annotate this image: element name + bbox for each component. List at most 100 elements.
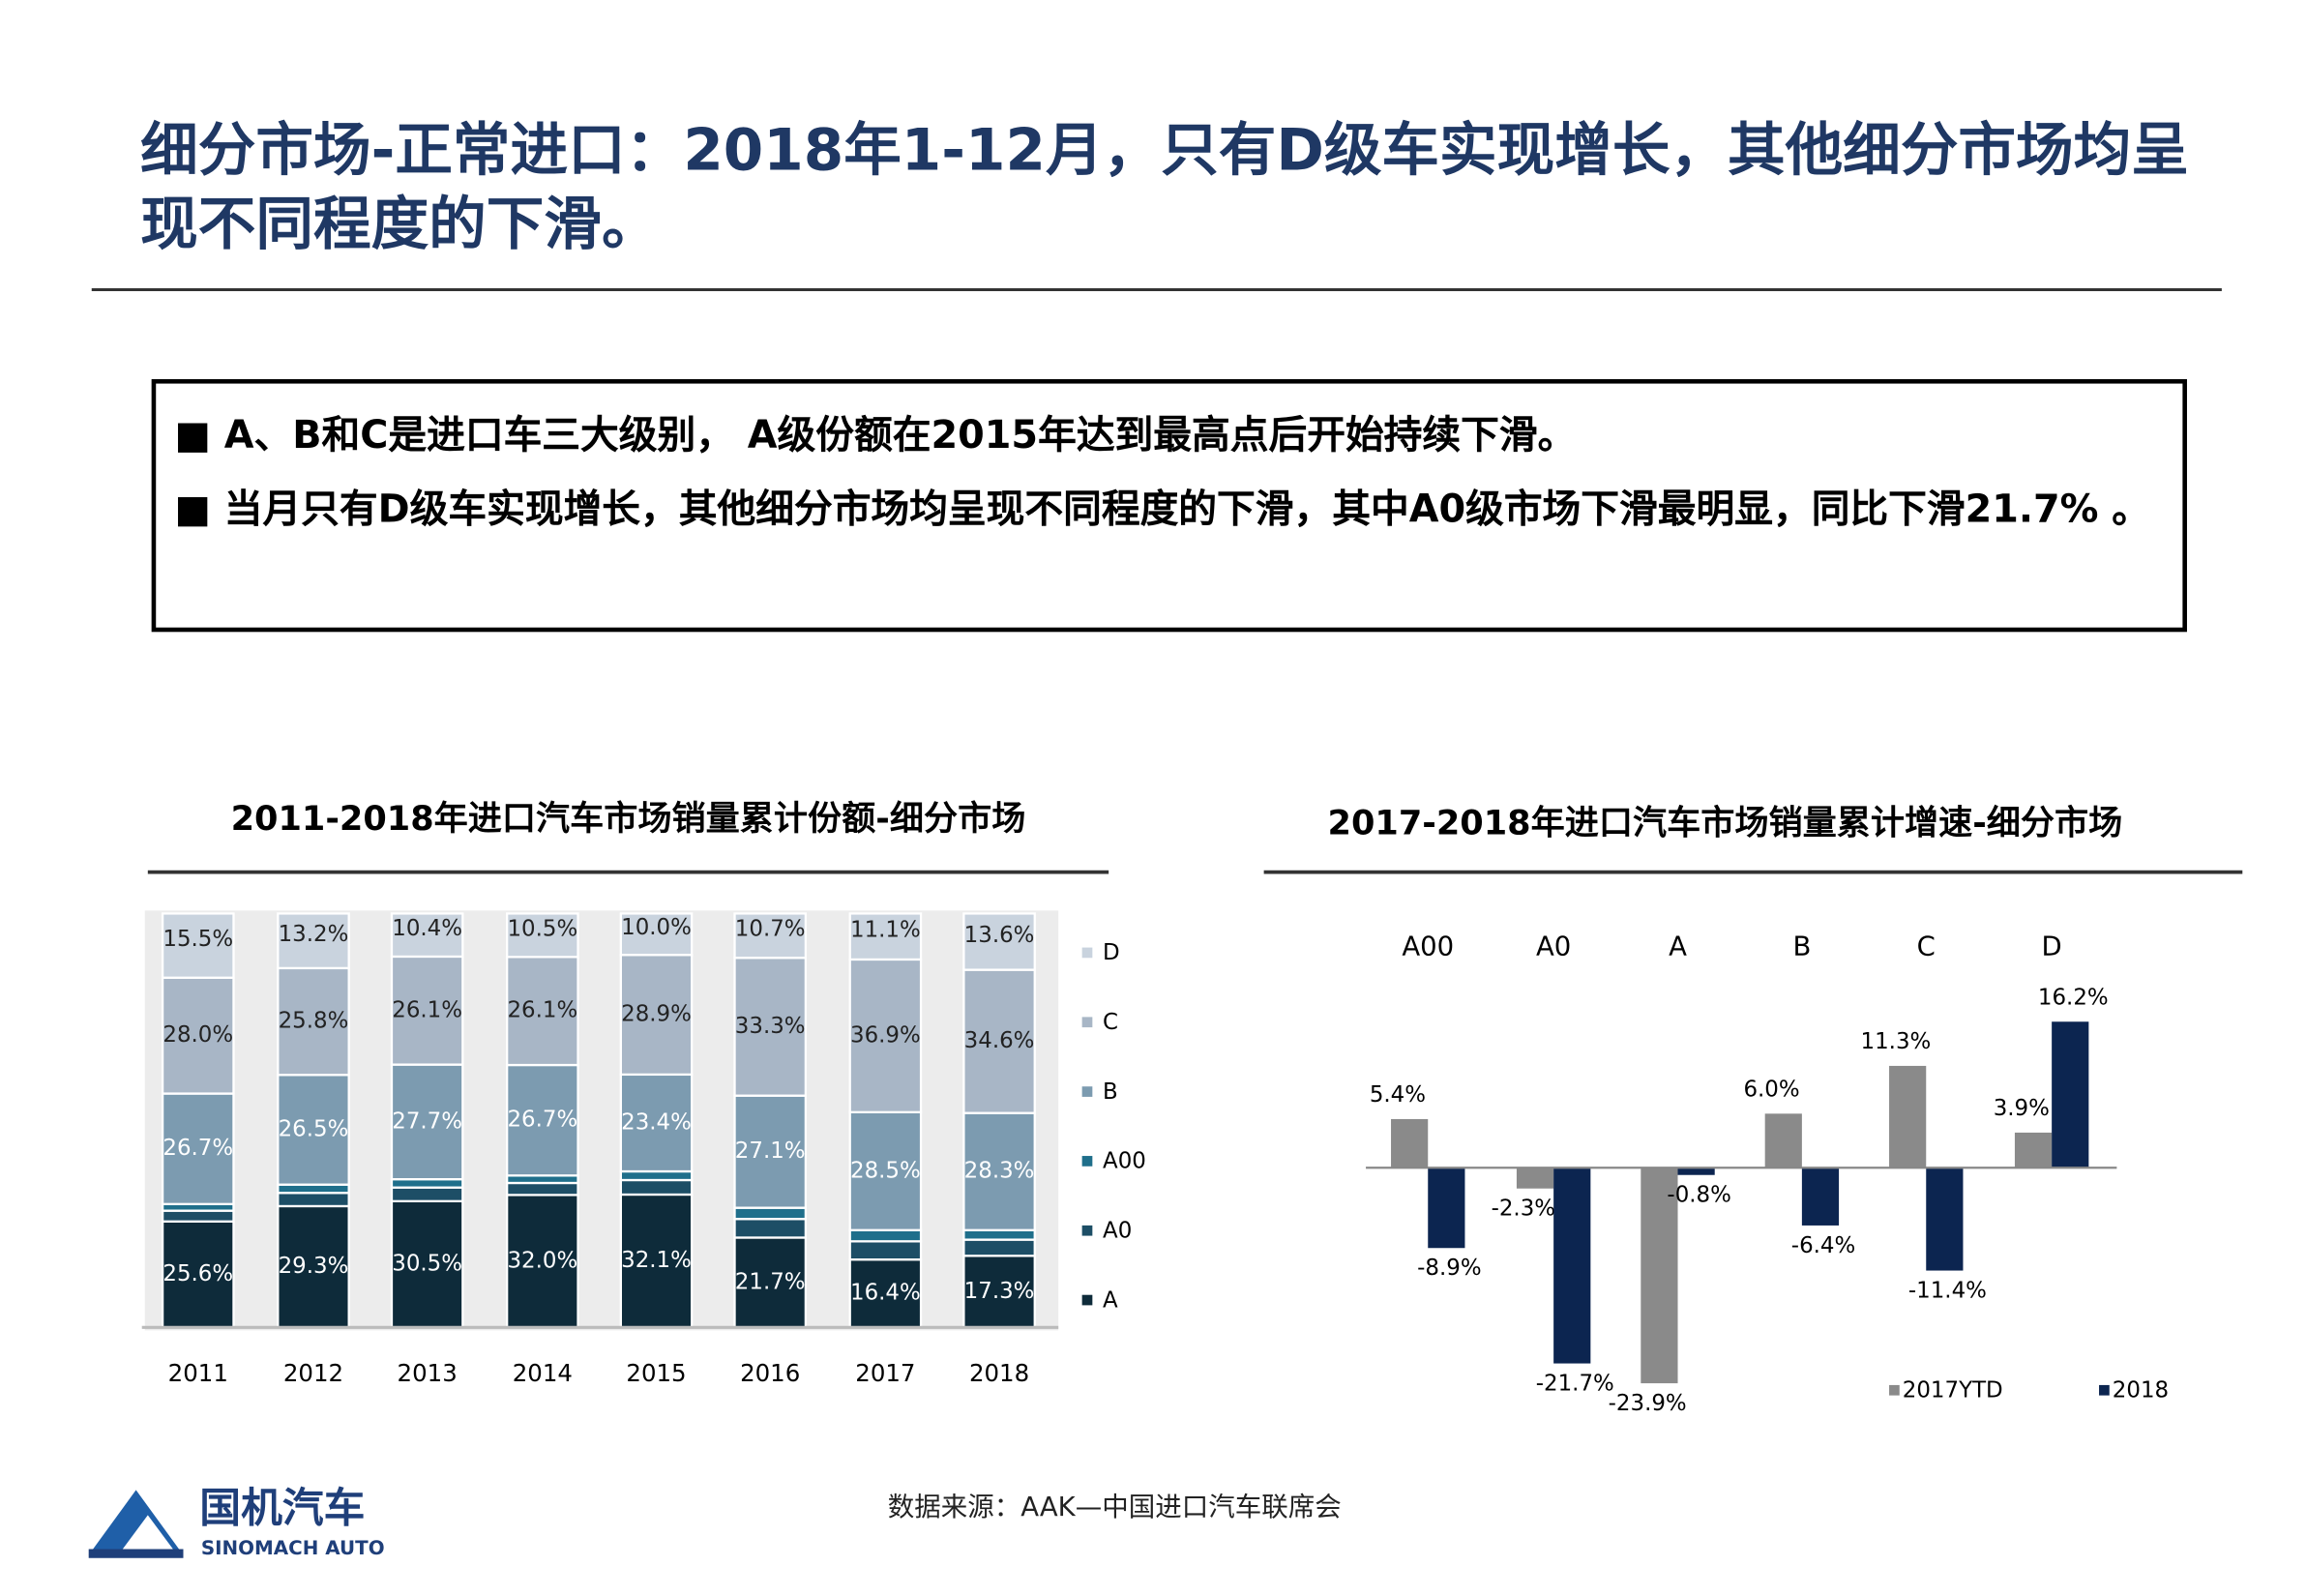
x-tick-label: 2014: [513, 1359, 573, 1387]
data-label: 10.4%: [392, 916, 462, 941]
bar: [1677, 1167, 1715, 1175]
x-tick-label: 2011: [168, 1359, 228, 1387]
data-label: 10.5%: [507, 916, 577, 941]
bar: [1391, 1118, 1429, 1168]
data-label: -2.3%: [1492, 1197, 1555, 1222]
bar-segment: [506, 1174, 579, 1185]
bullets: A、B和C是进口车三大级别， A级份额在2015年达到最高点后开始持续下滑。 当…: [174, 399, 2170, 547]
data-label: 32.0%: [507, 1248, 577, 1273]
chart-title: 2017-2018年进口汽车市场销量累计增速-细分市场: [1328, 804, 2123, 843]
category-label: B: [1792, 931, 1811, 962]
bar: [1889, 1065, 1927, 1168]
category-label: C: [1917, 931, 1936, 962]
bar-segment: [848, 1240, 923, 1261]
x-tick-label: 2012: [283, 1359, 343, 1387]
data-label: 26.5%: [279, 1117, 349, 1142]
bar-segment: [962, 1255, 1036, 1329]
data-label: 34.6%: [964, 1028, 1035, 1053]
bar: [1553, 1167, 1591, 1364]
data-label: -23.9%: [1609, 1391, 1687, 1416]
data-label: -21.7%: [1536, 1371, 1614, 1396]
title-box: 细分市场-正常进口：2018年1-12月，只有D级车实现增长，其他细分市场均呈现…: [140, 118, 2189, 259]
legend-label: 2018: [2113, 1378, 2169, 1404]
legend-swatch: [1081, 1225, 1093, 1236]
legend-swatch: [1081, 1294, 1093, 1306]
data-label: 25.8%: [279, 1009, 349, 1034]
bar-segment: [161, 912, 235, 979]
data-label: 28.9%: [621, 1002, 692, 1027]
legend-label: A00: [1103, 1149, 1146, 1174]
bar: [1428, 1167, 1465, 1249]
legend-swatch: [2099, 1384, 2110, 1396]
data-label: 6.0%: [1743, 1077, 1799, 1102]
bar-segment: [390, 912, 464, 959]
data-label: 23.4%: [621, 1109, 692, 1135]
bar-segment: [390, 1186, 464, 1202]
logo: 国机汽车 SINOMACH AUTO: [88, 1484, 385, 1559]
bar-segment: [619, 1178, 694, 1197]
data-label: 17.3%: [964, 1279, 1035, 1304]
data-label: 26.7%: [163, 1136, 233, 1161]
data-label: 26.7%: [507, 1108, 577, 1133]
legend-swatch: [1081, 1086, 1093, 1097]
data-label: 28.5%: [850, 1158, 921, 1183]
bar-segment: [733, 1206, 808, 1221]
data-label: -0.8%: [1667, 1183, 1730, 1208]
bar: [1801, 1167, 1840, 1226]
bar-segment: [962, 1228, 1036, 1241]
data-label: -11.4%: [1908, 1278, 1987, 1303]
data-label: 21.7%: [735, 1269, 806, 1294]
bar-segment: [848, 912, 923, 961]
bar: [2014, 1132, 2053, 1168]
logo-subtitle: SINOMACH AUTO: [201, 1537, 385, 1559]
bullet: A、B和C是进口车三大级别， A级份额在2015年达到最高点后开始持续下滑。: [174, 399, 2170, 473]
bar-segment: [277, 912, 350, 970]
legend-label: 2017YTD: [1903, 1378, 2003, 1404]
bar-segment: [733, 1218, 808, 1239]
bar-segment: [277, 1183, 350, 1195]
bar-segment: [733, 912, 808, 960]
category-label: A: [1669, 931, 1687, 962]
bar: [1641, 1167, 1678, 1384]
bar-segment: [619, 1073, 694, 1173]
x-tick-label: 2015: [626, 1359, 686, 1387]
bar-segment: [390, 955, 464, 1066]
data-label: 13.2%: [279, 922, 349, 947]
legend-label: C: [1103, 1010, 1118, 1035]
data-label: 11.1%: [850, 918, 921, 943]
legend-label: D: [1103, 940, 1120, 965]
category-label: D: [2042, 931, 2062, 962]
bar-segment: [619, 912, 694, 957]
data-label: 15.5%: [163, 927, 233, 952]
x-tick-label: 2017: [855, 1359, 915, 1387]
data-label: 33.3%: [735, 1014, 806, 1039]
data-label: 27.7%: [392, 1108, 462, 1134]
bar-segment: [619, 1169, 694, 1182]
x-tick-label: 2018: [969, 1359, 1029, 1387]
data-label: 28.3%: [964, 1159, 1035, 1184]
data-label: 16.4%: [850, 1281, 921, 1306]
bar: [1516, 1167, 1554, 1189]
data-label: 3.9%: [1994, 1096, 2050, 1121]
data-label: 26.1%: [392, 997, 462, 1022]
bar-segment: [733, 1094, 808, 1209]
data-label: 10.0%: [621, 915, 692, 940]
bar-segment: [962, 912, 1036, 971]
data-label: 36.9%: [850, 1022, 921, 1048]
bar: [2052, 1021, 2089, 1168]
category-label: A0: [1536, 931, 1571, 962]
data-label: -8.9%: [1417, 1256, 1481, 1281]
category-label: A00: [1402, 931, 1454, 962]
data-label: 27.1%: [735, 1138, 806, 1164]
data-label: 16.2%: [2038, 985, 2109, 1010]
bar-segment: [506, 956, 579, 1067]
bullet: 当月只有D级车实现增长，其他细分市场均呈现不同程度的下滑，其中A0级市场下滑最明…: [174, 473, 2170, 547]
data-label: 32.1%: [621, 1248, 692, 1273]
data-label: 25.6%: [163, 1261, 233, 1286]
bar-segment: [161, 976, 235, 1095]
bar-segment: [962, 968, 1036, 1114]
data-label: 13.6%: [964, 923, 1035, 948]
bullet-area: A、B和C是进口车三大级别， A级份额在2015年达到最高点后开始持续下滑。 当…: [174, 399, 2170, 621]
slide-title: 细分市场-正常进口：2018年1-12月，只有D级车实现增长，其他细分市场均呈现…: [140, 118, 2189, 259]
logo-name: 国机汽车: [199, 1484, 365, 1532]
